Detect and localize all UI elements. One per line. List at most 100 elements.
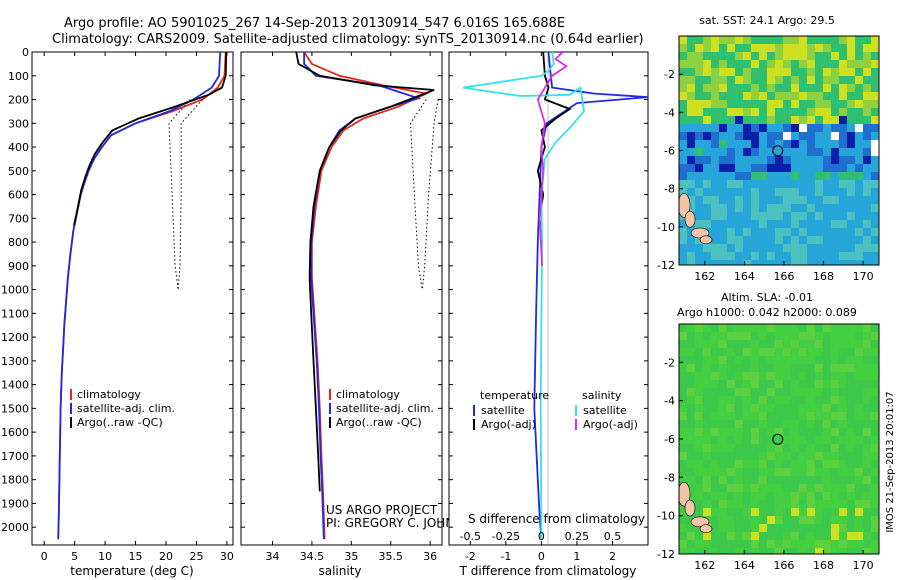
map-cell (863, 116, 872, 125)
difference-x-label: T difference from climatology (459, 564, 637, 578)
map-cell (687, 364, 696, 373)
map-cell (775, 532, 784, 541)
map-cell (791, 100, 800, 109)
map-cell (783, 492, 792, 501)
map-cell (759, 524, 768, 533)
map-cell (751, 148, 760, 157)
map-cell (743, 436, 752, 445)
map-cell (679, 108, 688, 117)
map-cell (863, 228, 872, 237)
map-cell (687, 76, 696, 85)
map-cell (695, 148, 704, 157)
map-cell (743, 484, 752, 493)
map-cell (847, 204, 856, 213)
map-cell (823, 340, 832, 349)
map-cell (719, 68, 728, 77)
map-cell (743, 372, 752, 381)
map-cell (703, 492, 712, 501)
x-tick-label: 35 (344, 550, 358, 563)
map-cell (679, 396, 688, 405)
map-cell (703, 196, 712, 205)
map-cell (775, 356, 784, 365)
map-cell (863, 332, 872, 341)
map-cell (719, 404, 728, 413)
map-cell (727, 212, 736, 221)
map-cell (815, 84, 824, 93)
map-cell (687, 444, 696, 453)
map-cell (679, 164, 688, 173)
map-cell (759, 364, 768, 373)
map-cell (823, 60, 832, 69)
map-cell (735, 436, 744, 445)
map-cell (807, 52, 816, 61)
map-cell (791, 476, 800, 485)
map-cell (751, 92, 760, 101)
map-cell (783, 100, 792, 109)
map-cell (807, 420, 816, 429)
map-cell (767, 540, 776, 549)
map-cell (799, 436, 808, 445)
map-cell (791, 52, 800, 61)
map-cell (855, 332, 864, 341)
x-tick-label-salinity: 0.5 (604, 530, 622, 543)
map-cell (711, 116, 720, 125)
map-cell (783, 132, 792, 141)
map-cell (839, 260, 848, 265)
map-cell (695, 436, 704, 445)
map-cell (799, 372, 808, 381)
map-cell (743, 172, 752, 181)
map-cell (871, 324, 879, 333)
map-cell (703, 156, 712, 165)
map-cell (775, 388, 784, 397)
map-cell (799, 84, 808, 93)
map-cell (807, 244, 816, 253)
map-cell (791, 108, 800, 117)
map-cell (719, 412, 728, 421)
map-cell (687, 532, 696, 541)
map-cell (687, 36, 696, 45)
map-cell (831, 244, 840, 253)
map-cell (847, 220, 856, 229)
map-cell (799, 212, 808, 221)
map-cell (679, 76, 688, 85)
map-cell (727, 324, 736, 333)
map-cell (839, 140, 848, 149)
map-cell (871, 244, 879, 253)
map-cell (791, 244, 800, 253)
map-cell (839, 532, 848, 541)
map-cell (727, 540, 736, 549)
map-cell (687, 396, 696, 405)
map-cell (815, 436, 824, 445)
map-cell (815, 244, 824, 253)
map-cell (759, 68, 768, 77)
map-cell (791, 324, 800, 333)
map-cell (735, 532, 744, 541)
map-x-tick-label: 170 (853, 270, 874, 283)
map-cell (807, 548, 816, 554)
map-cell (839, 452, 848, 461)
map-cell (783, 188, 792, 197)
map-cell (751, 116, 760, 125)
map-cell (703, 212, 712, 221)
map-cell (703, 436, 712, 445)
map-cell (727, 532, 736, 541)
map-cell (719, 116, 728, 125)
map-cell (759, 444, 768, 453)
map-cell (703, 84, 712, 93)
map-cell (831, 164, 840, 173)
map-cell (783, 468, 792, 477)
map-cell (751, 492, 760, 501)
map-cell (687, 108, 696, 117)
map-cell (807, 124, 816, 133)
map-cell (839, 548, 848, 554)
map-cell (815, 236, 824, 245)
map-cell (727, 196, 736, 205)
map-cell (751, 124, 760, 133)
map-cell (831, 116, 840, 125)
map-cell (711, 252, 720, 261)
map-cell (855, 36, 864, 45)
map-cell (871, 228, 879, 237)
map-cell (871, 468, 879, 477)
map-cell (687, 236, 696, 245)
